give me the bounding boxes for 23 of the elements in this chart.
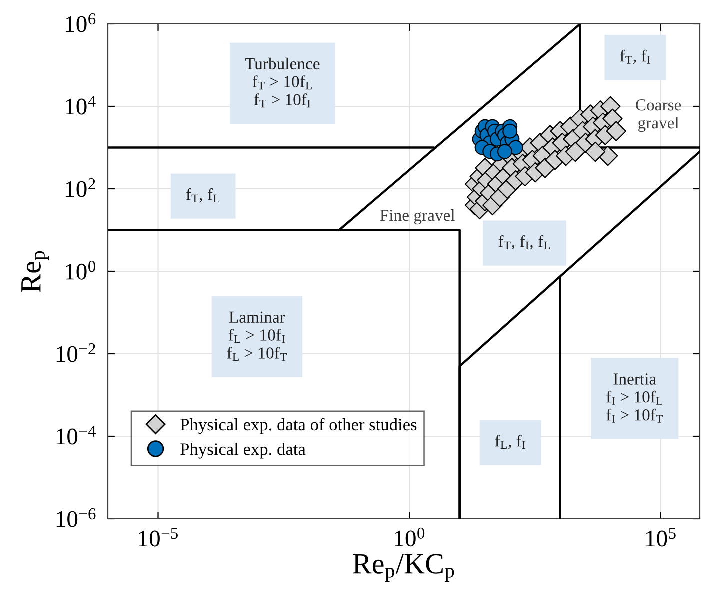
y-tick-label: 10$^{6}$ [66, 14, 96, 32]
legend-label: Physical exp. data of other studies [180, 418, 417, 434]
annotation: f$_{T}$, f$_{I}$, f$_{L}$ [498, 235, 550, 250]
x-tick-label: 10$^{0}$ [395, 528, 425, 547]
annotation: Coarse gravel [636, 100, 682, 132]
y-tick-label: 10$^{2}$ [66, 178, 96, 198]
text: Inertia f$_{I}$ > 10f$_{L}$ f$_{I}$ > 10f$_{T}$ [606, 374, 664, 423]
annotation: f$_{L}$, f$_{I}$ [495, 434, 526, 450]
y-tick-label: 10$^{4}$ [66, 96, 96, 115]
y-axis-title: Re$_{p}$ [22, 251, 50, 293]
y-tick-label: 10$^{−2}$ [56, 344, 96, 362]
text: Turbulence f$_{T}$ > 10f$_{L}$ f$_{T}$ > 10f$_{I}$ [245, 58, 320, 108]
annotation: f$_{T}$, f$_{L}$ [186, 188, 220, 203]
text: Laminar f$_{L}$ > 10f$_{I}$ f$_{L}$ > 10f$_{T}$ [227, 312, 287, 362]
x-tick-label: 10$^{5}$ [646, 528, 676, 547]
x-tick-label: 10$^{−5}$ [139, 528, 178, 547]
y-tick-label: 10$^{−4}$ [56, 426, 96, 445]
annotation: f$_{T}$, f$_{I}$ [620, 50, 650, 64]
x-axis-title: Re$_{p}$/KC$_{p}$ [353, 554, 454, 582]
y-tick-label: 10$^{0}$ [66, 261, 96, 280]
y-tick-label: 10$^{−6}$ [56, 508, 96, 528]
legend-label: Physical exp. data [180, 443, 306, 459]
annotation: Fine gravel [380, 209, 455, 225]
